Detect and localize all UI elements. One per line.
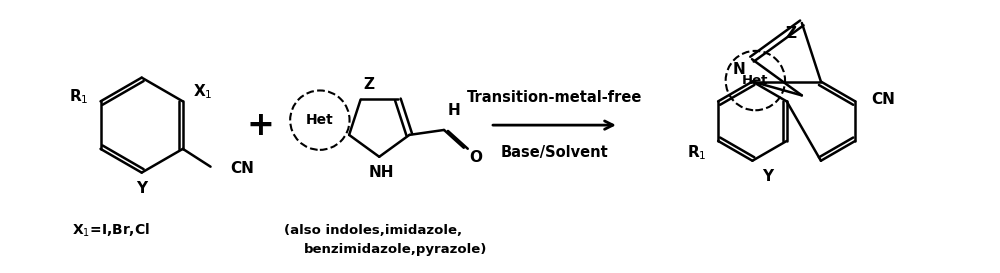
Text: Het: Het (742, 74, 769, 87)
Text: NH: NH (368, 165, 394, 180)
Text: benzimidazole,pyrazole): benzimidazole,pyrazole) (304, 243, 487, 256)
Text: Y: Y (136, 181, 147, 196)
Text: Y: Y (762, 169, 773, 184)
Text: H: H (448, 103, 460, 118)
Text: +: + (247, 109, 274, 142)
Text: N: N (732, 62, 745, 77)
Text: O: O (469, 150, 482, 165)
Text: CN: CN (230, 161, 254, 176)
Text: Transition-metal-free: Transition-metal-free (467, 90, 642, 105)
Text: R$_1$: R$_1$ (687, 144, 706, 162)
Text: X$_1$: X$_1$ (193, 82, 212, 101)
Text: X$_1$=I,Br,Cl: X$_1$=I,Br,Cl (72, 221, 150, 239)
Text: CN: CN (871, 92, 895, 107)
Text: Base/Solvent: Base/Solvent (501, 145, 608, 160)
Text: Het: Het (306, 113, 334, 127)
Text: (also indoles,imidazole,: (also indoles,imidazole, (284, 224, 462, 236)
Text: Z: Z (363, 77, 374, 92)
Text: Z: Z (785, 26, 796, 41)
Text: R$_1$: R$_1$ (69, 87, 89, 106)
